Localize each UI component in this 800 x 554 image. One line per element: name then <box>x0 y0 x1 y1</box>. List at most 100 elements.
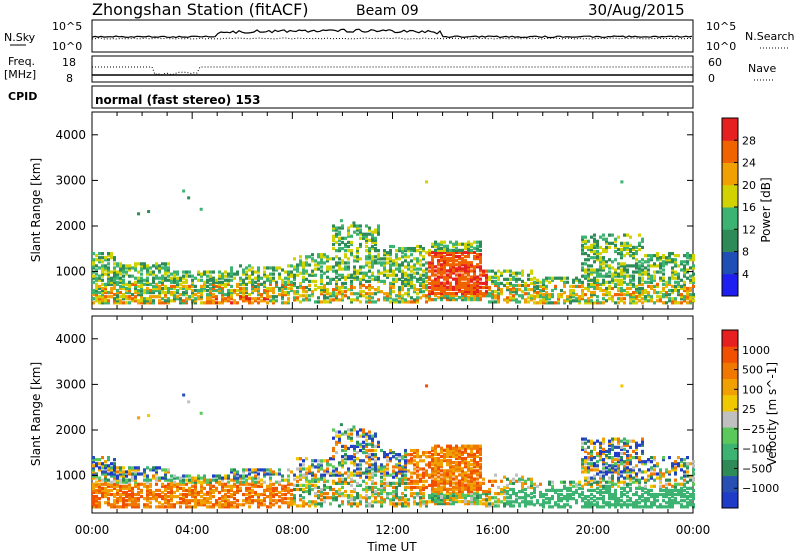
echo-cell <box>527 502 530 506</box>
echo-cell <box>593 237 596 241</box>
echo-cell <box>299 477 302 481</box>
echo-cell <box>98 484 101 488</box>
echo-cell <box>437 502 440 506</box>
echo-cell <box>443 475 446 479</box>
echo-cell <box>146 301 149 305</box>
echo-cell <box>338 242 341 247</box>
echo-cell <box>209 274 212 278</box>
echo-cell <box>689 256 692 260</box>
echo-cell <box>98 274 101 278</box>
echo-cell <box>692 276 695 280</box>
echo-cell <box>176 282 179 286</box>
echo-cell <box>473 267 476 271</box>
echo-cell <box>311 269 314 273</box>
echo-cell <box>125 505 128 509</box>
echo-cell <box>101 260 104 264</box>
echo-cell <box>608 464 611 468</box>
echo-cell <box>566 503 569 507</box>
echo-cell <box>620 256 623 260</box>
echo-cell <box>608 503 611 507</box>
echo-cell <box>155 274 158 278</box>
echo-cell <box>374 481 377 485</box>
echo-cell <box>350 240 353 245</box>
echo-cell <box>329 502 332 506</box>
echo-cell <box>470 444 473 448</box>
echo-cell <box>332 465 335 469</box>
echo-cell <box>653 284 656 289</box>
echo-cell <box>185 482 188 486</box>
echo-cell <box>269 286 272 291</box>
echo-cell <box>290 286 293 291</box>
echo-cell <box>335 261 338 265</box>
echo-cell <box>407 249 410 253</box>
echo-cell <box>548 497 551 501</box>
echo-cell <box>440 285 443 289</box>
echo-cell <box>536 501 539 505</box>
echo-cell <box>590 256 593 260</box>
echo-cell <box>134 280 137 284</box>
echo-cell <box>668 299 671 303</box>
echo-cell <box>425 300 428 304</box>
echo-cell <box>482 498 485 502</box>
echo-cell <box>92 466 95 470</box>
echo-cell <box>569 486 572 490</box>
echo-cell <box>401 492 404 496</box>
echo-cell <box>302 261 305 265</box>
echo-cell <box>443 454 446 459</box>
echo-cell <box>269 266 272 270</box>
echo-cell <box>497 283 500 288</box>
echo-cell <box>116 476 119 480</box>
echo-cell <box>353 428 356 432</box>
echo-cell <box>671 288 674 293</box>
echo-cell <box>518 294 521 298</box>
echo-cell <box>635 290 638 295</box>
echo-cell <box>92 251 95 256</box>
echo-cell <box>401 300 404 304</box>
echo-cell <box>242 482 245 486</box>
echo-cell <box>503 502 506 506</box>
echo-cell <box>479 298 482 302</box>
echo-cell <box>119 486 122 490</box>
echo-cell <box>464 483 467 487</box>
echo-cell <box>362 471 365 475</box>
echo-cell <box>530 496 533 500</box>
echo-cell <box>452 465 455 469</box>
echo-cell <box>350 234 353 238</box>
nave-tick-top: 60 <box>708 56 722 69</box>
echo-cell <box>107 299 110 303</box>
echo-cell <box>362 440 365 444</box>
echo-cell <box>155 478 158 482</box>
echo-cell <box>332 455 335 459</box>
echo-cell <box>506 296 509 300</box>
echo-cell <box>329 300 332 304</box>
echo-cell <box>269 299 272 303</box>
echo-cell <box>134 284 137 289</box>
echo-cell <box>443 281 446 285</box>
echo-cell <box>647 290 650 295</box>
echo-cell <box>497 285 500 290</box>
echo-cell <box>344 242 347 247</box>
echo-cell <box>104 474 107 478</box>
echo-cell <box>470 295 473 300</box>
echo-cell <box>470 471 473 475</box>
echo-cell <box>515 500 518 504</box>
echo-cell <box>674 286 677 291</box>
echo-cell <box>434 461 437 465</box>
echo-cell <box>434 281 437 285</box>
echo-cell <box>143 497 146 501</box>
echo-cell <box>383 281 386 286</box>
echo-cell <box>122 278 125 282</box>
echo-cell <box>626 274 629 278</box>
echo-cell <box>167 286 170 291</box>
echo-cell <box>140 295 143 299</box>
echo-cell <box>191 293 194 297</box>
echo-cell <box>287 468 290 472</box>
echo-cell <box>332 436 335 440</box>
echo-cell <box>95 480 98 484</box>
echo-cell <box>122 470 125 474</box>
echo-cell <box>377 285 380 290</box>
echo-cell <box>179 478 182 482</box>
echo-cell <box>677 301 680 305</box>
echo-cell <box>473 291 476 296</box>
echo-cell <box>389 500 392 504</box>
